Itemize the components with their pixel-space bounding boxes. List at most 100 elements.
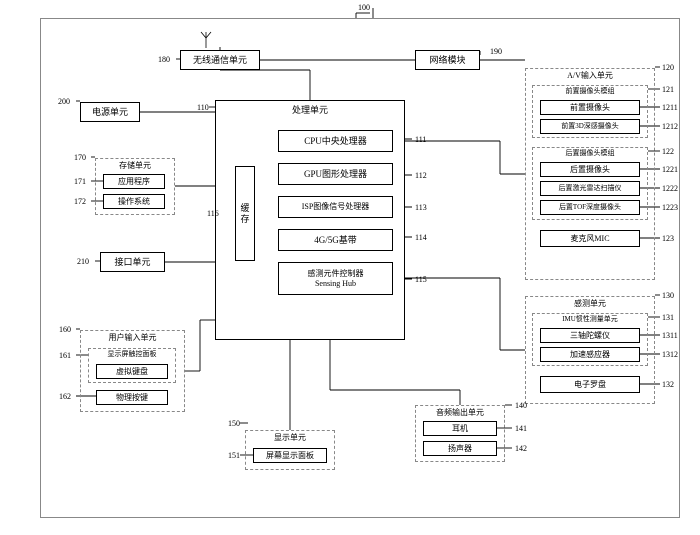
ref-1223: 1223 [662, 204, 678, 212]
ref-130: 130 [662, 292, 674, 300]
diagram-canvas: 无线通信单元 网络模块 电源单元 处理单元 CPU中央处理器 GPU图形处理器 … [0, 0, 700, 535]
rear-cam-box: 后置摄像头 [540, 162, 640, 177]
ref-140: 140 [515, 402, 527, 410]
front-3d-box: 前置3D深感摄像头 [540, 119, 640, 134]
power-label: 电源单元 [92, 107, 128, 118]
ref-161: 161 [59, 352, 71, 360]
gyro-label: 三轴陀螺仪 [570, 331, 610, 341]
earphone-box: 耳机 [423, 421, 497, 436]
display-panel-box: 屏幕显示面板 [253, 448, 327, 463]
ref-123: 123 [662, 235, 674, 243]
sensing-title: 感测单元 [526, 299, 654, 309]
vkbd-box: 虚拟键盘 [96, 364, 168, 379]
ref-200: 200 [58, 98, 70, 106]
interface-unit: 接口单元 [100, 252, 165, 272]
gpu-box: GPU图形处理器 [278, 163, 393, 185]
ref-110: 110 [197, 104, 209, 112]
ref-151: 151 [228, 452, 240, 460]
sensing-hub-box: 感测元件控制器Sensing Hub [278, 262, 393, 295]
audio-out-title: 音频输出单元 [416, 408, 504, 418]
ref-190: 190 [490, 48, 502, 56]
isp-box: ISP图像信号处理器 [278, 196, 393, 218]
earphone-label: 耳机 [452, 424, 468, 434]
av-input-title: A/V输入单元 [526, 71, 654, 81]
touch-panel-title: 显示屏触控面板 [89, 350, 175, 358]
app-box: 应用程序 [103, 174, 165, 189]
imu-title: IMU惯性测量单元 [533, 315, 647, 323]
os-label: 操作系统 [118, 197, 150, 207]
wireless-label: 无线通信单元 [193, 55, 247, 66]
ref-171: 171 [74, 178, 86, 186]
sensing-hub-label: 感测元件控制器Sensing Hub [308, 269, 364, 288]
ref-100: 100 [358, 4, 370, 12]
app-label: 应用程序 [118, 177, 150, 187]
ref-131: 131 [662, 314, 674, 322]
tof-box: 后置TOF深度摄像头 [540, 200, 640, 215]
phys-key-label: 物理按键 [116, 393, 148, 403]
baseband-label: 4G/5G基带 [314, 235, 357, 246]
compass-label: 电子罗盘 [574, 380, 606, 390]
ref-160: 160 [59, 326, 71, 334]
ref-210: 210 [77, 258, 89, 266]
front-cam-label: 前置摄像头 [570, 103, 610, 113]
ref-170: 170 [74, 154, 86, 162]
processing-title: 处理单元 [216, 105, 404, 116]
lidar-label: 后置激光雷达扫描仪 [559, 184, 622, 192]
mic-label: 麦克风MIC [570, 234, 609, 244]
ref-180: 180 [158, 56, 170, 64]
ref-1311: 1311 [662, 332, 678, 340]
power-unit: 电源单元 [80, 102, 140, 122]
display-title: 显示单元 [246, 433, 334, 443]
network-module: 网络模块 [415, 50, 480, 70]
gpu-label: GPU图形处理器 [304, 169, 367, 180]
user-input-title: 用户输入单元 [81, 333, 184, 343]
ref-122: 122 [662, 148, 674, 156]
ref-1211: 1211 [662, 104, 678, 112]
ref-1212: 1212 [662, 123, 678, 131]
front-mod-title: 前置摄像头模组 [533, 87, 647, 95]
cache-box: 缓 存 [235, 166, 255, 261]
ref-172: 172 [74, 198, 86, 206]
ref-113: 113 [415, 204, 427, 212]
ref-1222: 1222 [662, 185, 678, 193]
storage-title: 存储单元 [96, 161, 174, 171]
speaker-label: 扬声器 [448, 444, 472, 454]
accel-label: 加速感应器 [570, 350, 610, 360]
isp-label: ISP图像信号处理器 [302, 202, 370, 212]
ref-121: 121 [662, 86, 674, 94]
rear-cam-label: 后置摄像头 [570, 165, 610, 175]
rear-mod-title: 后置摄像头模组 [533, 149, 647, 157]
speaker-box: 扬声器 [423, 441, 497, 456]
ref-120: 120 [662, 64, 674, 72]
ref-141: 141 [515, 425, 527, 433]
interface-label: 接口单元 [114, 257, 150, 268]
baseband-box: 4G/5G基带 [278, 229, 393, 251]
ref-162: 162 [59, 393, 71, 401]
ref-114: 114 [415, 234, 427, 242]
network-label: 网络模块 [429, 55, 465, 66]
cache-label: 缓 存 [240, 203, 249, 225]
gyro-box: 三轴陀螺仪 [540, 328, 640, 343]
ref-1312: 1312 [662, 351, 678, 359]
ref-111: 111 [415, 136, 426, 144]
os-box: 操作系统 [103, 194, 165, 209]
accel-box: 加速感应器 [540, 347, 640, 362]
ref-112: 112 [415, 172, 427, 180]
ref-142: 142 [515, 445, 527, 453]
ref-150: 150 [228, 420, 240, 428]
front-cam-box: 前置摄像头 [540, 100, 640, 115]
mic-box: 麦克风MIC [540, 230, 640, 247]
lidar-box: 后置激光雷达扫描仪 [540, 181, 640, 196]
tof-label: 后置TOF深度摄像头 [559, 203, 621, 211]
cpu-label: CPU中央处理器 [304, 136, 367, 147]
ref-1221: 1221 [662, 166, 678, 174]
vkbd-label: 虚拟键盘 [116, 367, 148, 377]
compass-box: 电子罗盘 [540, 376, 640, 393]
wireless-unit: 无线通信单元 [180, 50, 260, 70]
ref-115: 115 [415, 276, 427, 284]
cpu-box: CPU中央处理器 [278, 130, 393, 152]
display-panel-label: 屏幕显示面板 [266, 451, 314, 461]
ref-132: 132 [662, 381, 674, 389]
front-3d-label: 前置3D深感摄像头 [561, 122, 619, 130]
phys-key-box: 物理按键 [96, 390, 168, 405]
